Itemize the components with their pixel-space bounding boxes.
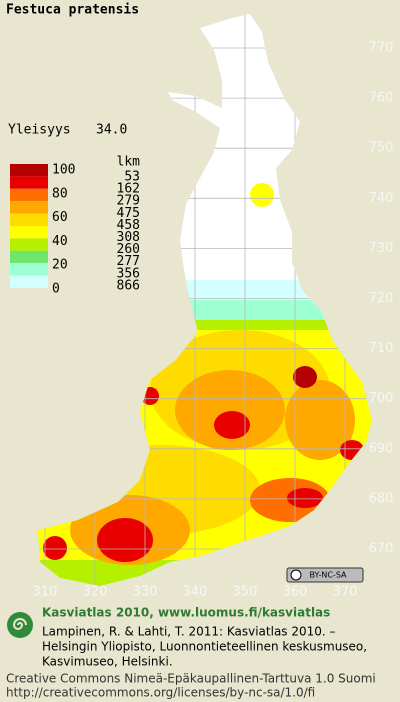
legend-count: 866 bbox=[117, 278, 140, 293]
cc-icon bbox=[290, 569, 302, 581]
y-grid-label: 710 bbox=[369, 341, 394, 356]
legend-count: 356 bbox=[117, 266, 140, 281]
legend-count: 475 bbox=[117, 206, 140, 221]
citation-line: Helsingin Yliopisto, Luonnontieteellinen… bbox=[42, 640, 367, 654]
legend-swatch bbox=[10, 263, 48, 276]
map-area bbox=[43, 536, 67, 560]
legend-swatch bbox=[10, 250, 48, 264]
map-area bbox=[285, 380, 355, 460]
license-badge bbox=[286, 567, 364, 583]
legend-count: 458 bbox=[117, 218, 140, 233]
legend-scale-label: 40 bbox=[52, 234, 68, 249]
x-grid-label: 330 bbox=[133, 585, 158, 600]
x-grid-label: 350 bbox=[233, 585, 258, 600]
legend-count: 277 bbox=[117, 254, 140, 269]
license-line: Creative Commons Nimeä-Epäkaupallinen-Ta… bbox=[6, 672, 376, 686]
legend-scale-label: 60 bbox=[52, 210, 68, 225]
legend-swatch bbox=[10, 176, 48, 189]
legend-scale-label: 0 bbox=[52, 282, 60, 297]
map-area bbox=[97, 518, 153, 562]
legend-swatch bbox=[10, 238, 48, 251]
y-grid-label: 680 bbox=[369, 491, 394, 506]
logo bbox=[7, 612, 33, 638]
logo-spiral bbox=[12, 618, 27, 630]
map-area bbox=[175, 370, 285, 450]
y-grid-label: 760 bbox=[369, 91, 394, 106]
legend-count: 279 bbox=[117, 194, 140, 209]
frequency-label: Yleisyys bbox=[8, 123, 71, 138]
legend-swatch bbox=[10, 188, 48, 202]
y-grid-label: 670 bbox=[369, 542, 394, 557]
legend-swatch bbox=[10, 164, 48, 177]
map-area bbox=[250, 183, 274, 207]
frequency-value: 34.0 bbox=[96, 123, 127, 138]
legend-count: 162 bbox=[117, 182, 140, 197]
x-grid-label: 340 bbox=[183, 585, 208, 600]
map-area bbox=[287, 488, 323, 508]
badge-text: BY-NC-SA bbox=[309, 571, 347, 580]
y-grid-label: 730 bbox=[369, 241, 394, 256]
x-grid-label: 360 bbox=[283, 585, 308, 600]
x-grid-label: 370 bbox=[333, 585, 358, 600]
legend-count: 53 bbox=[124, 170, 140, 185]
map-area bbox=[214, 411, 250, 439]
y-grid-label: 700 bbox=[369, 391, 394, 406]
legend-scale-label: 80 bbox=[52, 186, 68, 201]
y-grid-label: 690 bbox=[369, 441, 394, 456]
species-title: Festuca pratensis bbox=[6, 3, 139, 18]
citation-line: Lampinen, R. & Lahti, T. 2011: Kasviatla… bbox=[42, 625, 336, 639]
map-area bbox=[293, 366, 317, 388]
license-line: http://creativecommons.org/licenses/by-n… bbox=[6, 686, 315, 700]
legend-swatch bbox=[10, 226, 48, 239]
legend-count: 260 bbox=[117, 242, 140, 257]
logo-mark bbox=[7, 612, 33, 638]
legend-scale-label: 100 bbox=[52, 163, 75, 178]
x-grid-label: 320 bbox=[83, 585, 108, 600]
legend-count: 308 bbox=[117, 230, 140, 245]
legend-swatch bbox=[10, 201, 48, 214]
footer-heading: Kasviatlas 2010, www.luomus.fi/kasviatla… bbox=[42, 606, 330, 620]
legend-swatch bbox=[10, 275, 48, 288]
x-grid-label: 310 bbox=[33, 585, 58, 600]
y-grid-label: 720 bbox=[369, 291, 394, 306]
legend-swatch bbox=[10, 213, 48, 226]
citation-line: Kasvimuseo, Helsinki. bbox=[42, 655, 173, 669]
y-grid-label: 740 bbox=[369, 191, 394, 206]
y-grid-label: 770 bbox=[369, 41, 394, 56]
count-header: lkm bbox=[117, 155, 141, 170]
y-grid-label: 750 bbox=[369, 141, 394, 156]
legend-scale-label: 20 bbox=[52, 258, 68, 273]
